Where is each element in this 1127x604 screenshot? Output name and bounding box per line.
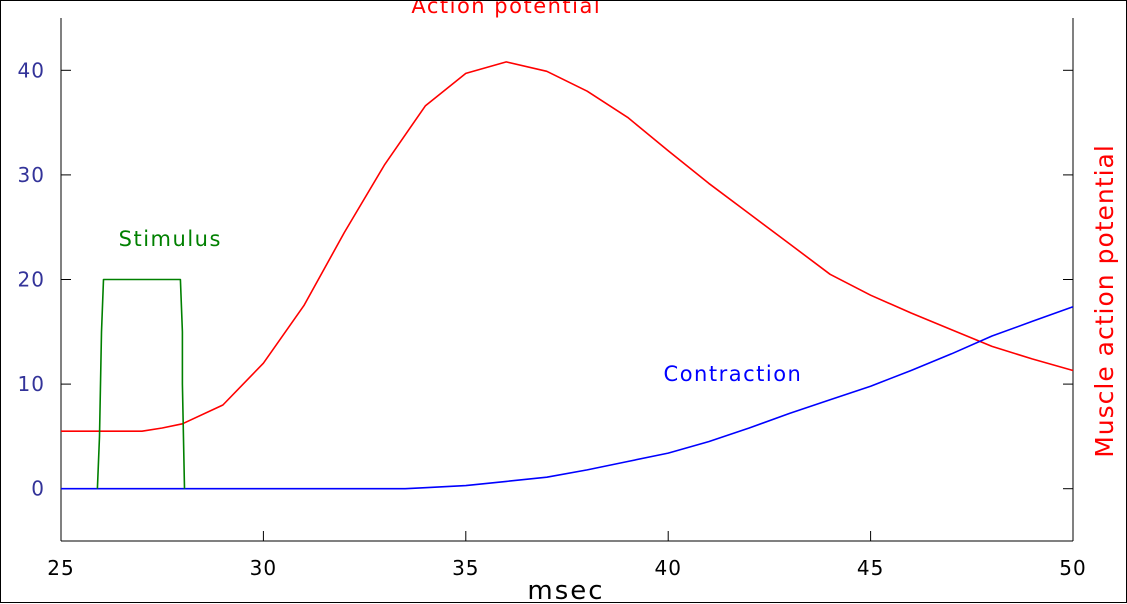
series-line-stimulus [96,278,186,489]
y-tick-label: 40 [18,58,45,82]
x-tick-label: 40 [654,556,681,580]
series-line-action-potential [61,61,1074,433]
x-tick-label: 25 [47,556,74,580]
y-tick-label: 20 [18,268,45,292]
x-tick-label: 45 [857,556,884,580]
series-lines [61,61,1074,490]
y-tick-label: 0 [31,477,45,501]
x-tick-label: 50 [1059,556,1086,580]
y-tick-label: 10 [18,372,45,396]
x-tick-label: 30 [250,556,277,580]
series-line-contraction [61,305,1074,490]
y-axis-label-right: Muscle action potential [1090,144,1119,458]
series-label-stimulus: Stimulus [119,227,222,251]
x-tick-label: 35 [452,556,479,580]
chart-labels: msec Muscle action potential Action pote… [119,1,1119,604]
y-tick-label: 30 [18,163,45,187]
plot-axes: 0 10 20 30 40 25 30 35 40 45 50 [18,18,1086,580]
series-label-contraction: Contraction [664,362,803,386]
x-axis-label: msec [527,576,604,604]
series-label-action-potential: Action potential [411,1,601,18]
